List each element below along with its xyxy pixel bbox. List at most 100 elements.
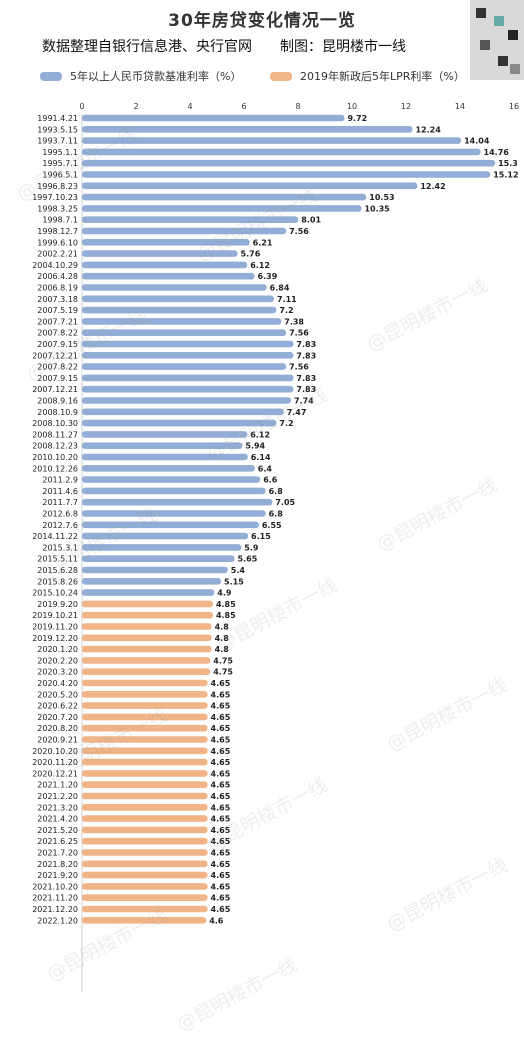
data-label: 7.74 [294, 397, 314, 406]
y-tick-label: 1996.8.23 [37, 182, 78, 191]
y-tick-label: 2020.9.21 [37, 736, 78, 745]
y-tick-label: 2021.3.20 [37, 803, 78, 812]
bar [82, 453, 248, 461]
data-label: 6.12 [250, 261, 270, 270]
y-tick-label: 2021.1.20 [37, 781, 78, 790]
y-tick-label: 1991.4.21 [37, 114, 78, 123]
data-label: 6.21 [253, 238, 273, 247]
data-label: 5.94 [245, 442, 265, 451]
y-tick-label: 2019.9.20 [37, 600, 78, 609]
bar [82, 702, 208, 709]
bar [82, 126, 413, 133]
bar [82, 385, 294, 393]
y-tick-label: 2019.10.21 [32, 611, 78, 620]
bar [82, 544, 242, 551]
legend-swatch-series1 [40, 71, 62, 81]
legend-item-series2: 2019年新政后5年LPR利率（%） [270, 68, 465, 84]
data-label: 4.8 [215, 645, 230, 654]
bar [82, 747, 208, 755]
bar [82, 736, 208, 743]
bar [82, 261, 248, 269]
data-label: 4.65 [211, 747, 231, 756]
bar [82, 408, 284, 416]
y-tick-label: 2021.12.20 [32, 905, 78, 914]
bar [82, 510, 266, 517]
bar [82, 679, 208, 687]
bar [82, 691, 208, 698]
y-tick-label: 2015.6.28 [37, 566, 78, 575]
bar [82, 770, 208, 777]
bar [82, 917, 207, 924]
y-tick-label: 2020.12.21 [32, 769, 78, 778]
data-label: 4.8 [215, 623, 230, 632]
y-tick-label: 2020.10.20 [32, 747, 78, 756]
bar [82, 419, 277, 427]
legend-swatch-series2 [270, 71, 292, 81]
y-tick-label: 2020.3.20 [37, 668, 78, 677]
y-tick-label: 2011.7.7 [42, 498, 78, 507]
x-tick-label: 4 [187, 102, 192, 111]
bar [82, 476, 261, 483]
data-label: 7.05 [275, 498, 295, 507]
bar [82, 329, 287, 336]
y-tick-label: 2007.9.15 [37, 374, 78, 383]
y-tick-label: 2007.5.19 [37, 306, 78, 315]
y-tick-label: 1997.10.23 [32, 193, 78, 202]
x-tick-label: 0 [79, 102, 84, 111]
qr-code-blurred [470, 0, 524, 80]
y-tick-label: 1998.12.7 [37, 227, 78, 236]
x-tick-label: 12 [401, 102, 411, 111]
bar [82, 555, 235, 562]
legend-label-series2: 2019年新政后5年LPR利率（%） [300, 70, 465, 83]
data-label: 4.75 [213, 668, 233, 677]
data-label: 4.65 [211, 905, 231, 914]
data-label: 6.39 [258, 272, 278, 281]
data-label: 6.4 [258, 464, 273, 473]
data-label: 7.83 [296, 374, 316, 383]
x-tick-label: 10 [347, 102, 357, 111]
data-label: 6.12 [250, 430, 270, 439]
y-tick-label: 2010.10.20 [32, 453, 78, 462]
data-label: 5.76 [241, 250, 261, 259]
y-tick-label: 1999.6.10 [37, 238, 78, 247]
data-label: 4.65 [211, 702, 231, 711]
data-label: 7.38 [284, 317, 304, 326]
bar [82, 487, 266, 495]
y-tick-label: 2007.9.15 [37, 340, 78, 349]
y-tick-label: 2004.10.29 [32, 261, 78, 270]
data-label: 4.65 [211, 758, 231, 767]
bar [82, 657, 211, 664]
bar [82, 589, 215, 596]
y-tick-label: 1993.5.15 [37, 125, 78, 134]
data-label: 4.65 [211, 860, 231, 869]
y-tick-label: 2010.12.26 [32, 464, 78, 473]
bar [82, 860, 208, 868]
bar [82, 578, 222, 585]
data-label: 4.65 [211, 769, 231, 778]
data-label: 5.15 [224, 577, 244, 586]
y-tick-label: 1995.7.1 [42, 159, 78, 168]
x-tick-label: 6 [241, 102, 246, 111]
data-label: 4.65 [211, 871, 231, 880]
y-tick-label: 2008.9.16 [37, 397, 78, 406]
chart-title: 30年房贷变化情况一览 [168, 11, 356, 31]
bar [82, 566, 228, 574]
bar [82, 532, 249, 540]
data-label: 4.65 [211, 679, 231, 688]
y-tick-label: 1996.5.1 [42, 171, 78, 180]
data-label: 7.56 [289, 227, 309, 236]
y-tick-label: 2021.9.20 [37, 871, 78, 880]
y-tick-label: 2021.5.20 [37, 826, 78, 835]
data-label: 4.65 [211, 792, 231, 801]
data-label: 4.65 [211, 837, 231, 846]
y-tick-label: 2007.3.18 [37, 295, 78, 304]
bar [82, 668, 211, 675]
legend-label-series1: 5年以上人民币贷款基准利率（%） [70, 70, 242, 83]
bar [82, 623, 212, 630]
y-tick-label: 2022.1.20 [37, 916, 78, 925]
bar [82, 431, 248, 438]
data-label: 4.8 [215, 634, 230, 643]
bar [82, 792, 208, 800]
bar [82, 826, 208, 834]
y-tick-label: 2015.8.26 [37, 577, 78, 586]
